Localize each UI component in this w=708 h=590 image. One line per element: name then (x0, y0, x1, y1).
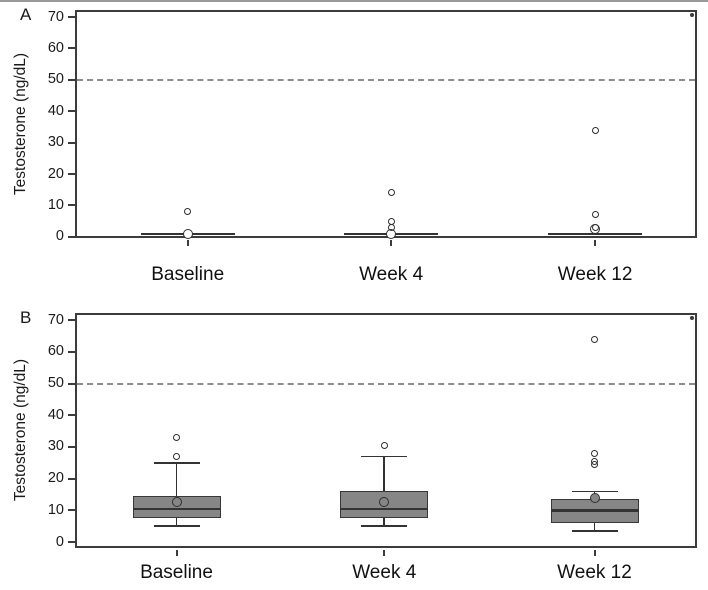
x-category-label: Week 4 (359, 264, 424, 285)
y-axis-tick-label: 0 (55, 228, 64, 245)
outlier-point (591, 211, 599, 219)
panel-b-y-axis-title: Testosterone (ng/dL) (12, 358, 29, 502)
panel-b-label: B (20, 308, 32, 327)
x-category-label: Baseline (140, 562, 213, 583)
y-axis-tick (68, 445, 75, 448)
outlier-point (184, 208, 192, 216)
y-axis-tick-label: 50 (47, 375, 64, 391)
y-axis-tick (68, 16, 75, 19)
y-axis-tick (68, 78, 75, 81)
y-axis-tick-label: 10 (47, 501, 64, 518)
x-axis-tick (594, 240, 597, 246)
outlier-point (591, 457, 598, 465)
figure-top-edge (0, 0, 708, 2)
y-axis-tick (68, 204, 75, 207)
panel-a-label: A (20, 5, 32, 24)
y-axis-tick (68, 509, 75, 512)
y-axis-tick-label: 20 (47, 165, 64, 182)
y-axis-tick (68, 235, 75, 238)
median-line (340, 507, 429, 511)
x-axis-tick (383, 550, 386, 556)
y-axis-tick (68, 173, 75, 176)
y-axis-tick (68, 382, 75, 385)
outlier-point (380, 441, 388, 449)
outlier-point (387, 223, 395, 231)
y-axis-tick-label: 40 (47, 102, 64, 119)
outlier-point (591, 223, 599, 231)
y-axis-tick-label: 70 (47, 8, 64, 25)
y-axis-tick (68, 110, 75, 113)
x-category-label: Baseline (151, 264, 225, 285)
panel-a-y-axis-title: Testosterone (ng/dL) (12, 52, 29, 196)
mean-marker (171, 497, 182, 508)
y-axis-tick-label: 30 (47, 438, 64, 455)
y-axis-tick (68, 541, 75, 544)
y-axis-tick-label: 0 (55, 533, 64, 550)
box-iqr (132, 496, 221, 519)
corner-dot (690, 316, 694, 320)
x-axis-tick (390, 240, 393, 246)
x-axis-tick (175, 550, 178, 556)
panel-a-plot-area: A Testosterone (ng/dL) 0 10 20 30 40 50 60 70 Ba… (12, 5, 697, 285)
outlier-point (173, 433, 181, 441)
outlier-point (173, 452, 181, 460)
median-line (550, 509, 639, 512)
x-category-label: Week 12 (557, 562, 632, 583)
whisker-cap-lower (361, 525, 408, 527)
mean-marker (589, 492, 600, 503)
whisker-cap-upper (361, 455, 408, 458)
y-axis-tick-label: 30 (47, 134, 64, 151)
y-axis-tick (68, 47, 75, 50)
y-axis-tick-label: 20 (47, 470, 64, 487)
outlier-point (591, 449, 598, 457)
y-axis-tick-label: 60 (47, 39, 64, 56)
y-axis-tick-label: 60 (47, 343, 64, 360)
mean-marker (182, 228, 193, 239)
whisker-line (175, 462, 178, 527)
y-axis-tick-label: 10 (47, 196, 64, 213)
corner-dot (690, 13, 694, 17)
x-axis-tick (186, 240, 189, 246)
outlier-point (387, 189, 395, 197)
outlier-point (591, 335, 598, 343)
y-axis-tick (68, 141, 75, 144)
y-axis-tick-label: 40 (47, 406, 64, 423)
whisker-cap-upper (571, 490, 618, 493)
y-axis-tick-label: 50 (47, 71, 64, 88)
whisker-cap-lower (153, 525, 200, 527)
y-axis-tick-label: 70 (47, 311, 64, 328)
panel-b-plot-area: B Testosterone (ng/dL) 0 10 20 30 40 50 60 70 Ba… (12, 308, 697, 583)
y-axis-tick (68, 319, 75, 322)
x-category-label: Week 12 (557, 264, 633, 285)
outlier-point (591, 126, 599, 134)
x-axis-tick (593, 550, 596, 556)
whisker-cap-lower (571, 530, 618, 532)
y-axis-tick (68, 477, 75, 480)
whisker-cap-upper (153, 461, 200, 464)
reference-dashed-line (77, 382, 695, 385)
reference-dashed-line (77, 78, 695, 81)
y-axis-tick (68, 414, 75, 417)
y-axis-tick (68, 350, 75, 353)
mean-marker (379, 497, 390, 508)
whisker-line (383, 456, 386, 527)
median-line (132, 507, 221, 511)
x-category-label: Week 4 (352, 562, 417, 583)
